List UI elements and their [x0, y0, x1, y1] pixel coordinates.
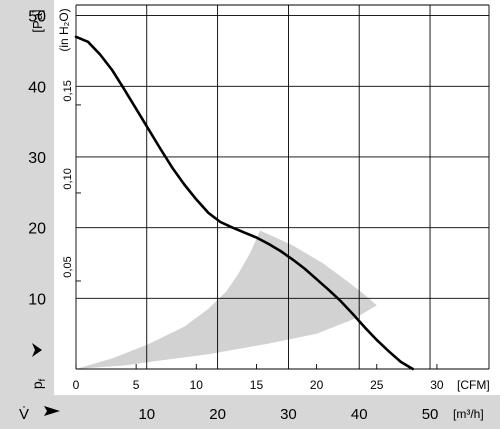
x-tick-label-m3h: 20	[209, 406, 226, 423]
y-tick-label-inh2o: 0,15	[62, 80, 74, 101]
x-tick-label-m3h: 30	[280, 406, 297, 423]
y-unit-label: [Pa]	[30, 9, 45, 32]
x-tick-label-cfm: 10	[190, 378, 204, 392]
x-tick-label-cfm: 0	[73, 378, 80, 392]
y-unit-alt-label: (in H₂O)	[57, 8, 71, 51]
x-axis-symbol: V̇	[19, 406, 29, 423]
x-tick-label-m3h: 50	[422, 406, 439, 423]
y-tick-label-pa: 40	[28, 79, 46, 96]
y-axis-arrow	[32, 343, 42, 357]
x-tick-label-cfm: 30	[430, 378, 444, 392]
fan-curve-line	[74, 35, 415, 371]
x-tick-label-cfm: 25	[370, 378, 384, 392]
x-axis-arrow	[44, 406, 60, 416]
x-unit-cfm-label: [CFM]	[457, 378, 490, 392]
x-tick-label-m3h: 40	[351, 406, 368, 423]
x-unit-m3h-label: [m³/h]	[453, 407, 484, 421]
x-tick-label-cfm: 5	[133, 378, 140, 392]
y-tick-label-pa: 10	[28, 291, 46, 308]
y-axis-symbol-main: p	[29, 381, 45, 389]
left-axis-band	[0, 0, 54, 429]
x-tick-label-cfm: 20	[310, 378, 324, 392]
x-tick-label-m3h: 10	[138, 406, 155, 423]
y-axis-symbol: pf	[29, 378, 47, 389]
x-tick-label-cfm: 15	[250, 378, 264, 392]
y-tick-label-pa: 20	[28, 221, 46, 238]
y-tick-label-pa: 30	[28, 150, 46, 167]
y-tick-label-pa: 50	[28, 9, 46, 26]
bottom-axis-band	[0, 395, 500, 429]
y-tick-label-inh2o: 0,10	[62, 168, 74, 189]
y-tick-label-inh2o: 0,05	[62, 256, 74, 277]
y-axis-symbol-sub: f	[37, 378, 47, 381]
